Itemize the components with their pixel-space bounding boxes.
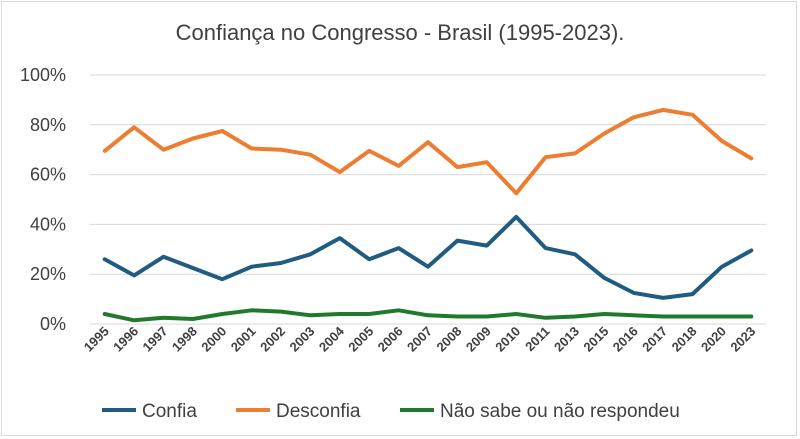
chart-title: Confiança no Congresso - Brasil (1995-20… — [176, 20, 625, 45]
x-tick-label: 2020 — [698, 324, 729, 355]
y-axis-ticks: 0% 20% 40% 60% 80% 100% — [20, 65, 66, 334]
x-tick-label: 2008 — [433, 324, 464, 355]
x-tick-label: 2004 — [316, 323, 348, 355]
x-tick-label: 2017 — [639, 324, 670, 355]
legend-label-confia: Confia — [142, 401, 197, 422]
x-tick-label: 1996 — [110, 324, 141, 355]
x-tick-label: 2001 — [228, 324, 259, 355]
x-tick-label: 2006 — [375, 324, 406, 355]
x-tick-label: 1995 — [81, 324, 112, 355]
x-tick-label: 2009 — [463, 324, 494, 355]
x-tick-label: 2015 — [580, 324, 611, 355]
x-tick-label: 2007 — [404, 324, 435, 355]
x-tick-label: 2003 — [286, 324, 317, 355]
legend: Confia Desconfia Não sabe ou não respondeu — [102, 401, 680, 422]
x-tick-label: 2023 — [727, 324, 758, 355]
series-line-nao-sabe-ou-nao-respondeu — [102, 308, 754, 323]
y-tick-label: 80% — [30, 115, 66, 135]
x-tick-label: 2013 — [551, 324, 582, 355]
x-axis-ticks: 1995199619971998200020012002200320042005… — [81, 323, 759, 355]
x-tick-label: 2011 — [522, 324, 553, 355]
x-tick-label: 2000 — [198, 324, 229, 355]
y-tick-label: 40% — [30, 214, 66, 234]
y-tick-label: 60% — [30, 165, 66, 185]
y-tick-label: 0% — [40, 314, 66, 334]
x-tick-label: 1998 — [169, 324, 200, 355]
x-tick-label: 2005 — [345, 324, 376, 355]
y-tick-label: 100% — [20, 65, 66, 85]
x-tick-label: 2002 — [257, 324, 288, 355]
series-lines — [102, 107, 754, 323]
y-tick-label: 20% — [30, 264, 66, 284]
x-tick-label: 1997 — [140, 324, 171, 355]
x-tick-label: 2018 — [669, 324, 700, 355]
series-line-confia — [102, 214, 754, 300]
x-tick-label: 2016 — [610, 324, 641, 355]
series-line-desconfia — [102, 107, 754, 196]
legend-label-nao-sabe-ou-nao-respondeu: Não sabe ou não respondeu — [440, 401, 680, 422]
x-tick-label: 2010 — [492, 324, 523, 355]
legend-label-desconfia: Desconfia — [276, 401, 361, 422]
gridlines — [90, 74, 766, 325]
